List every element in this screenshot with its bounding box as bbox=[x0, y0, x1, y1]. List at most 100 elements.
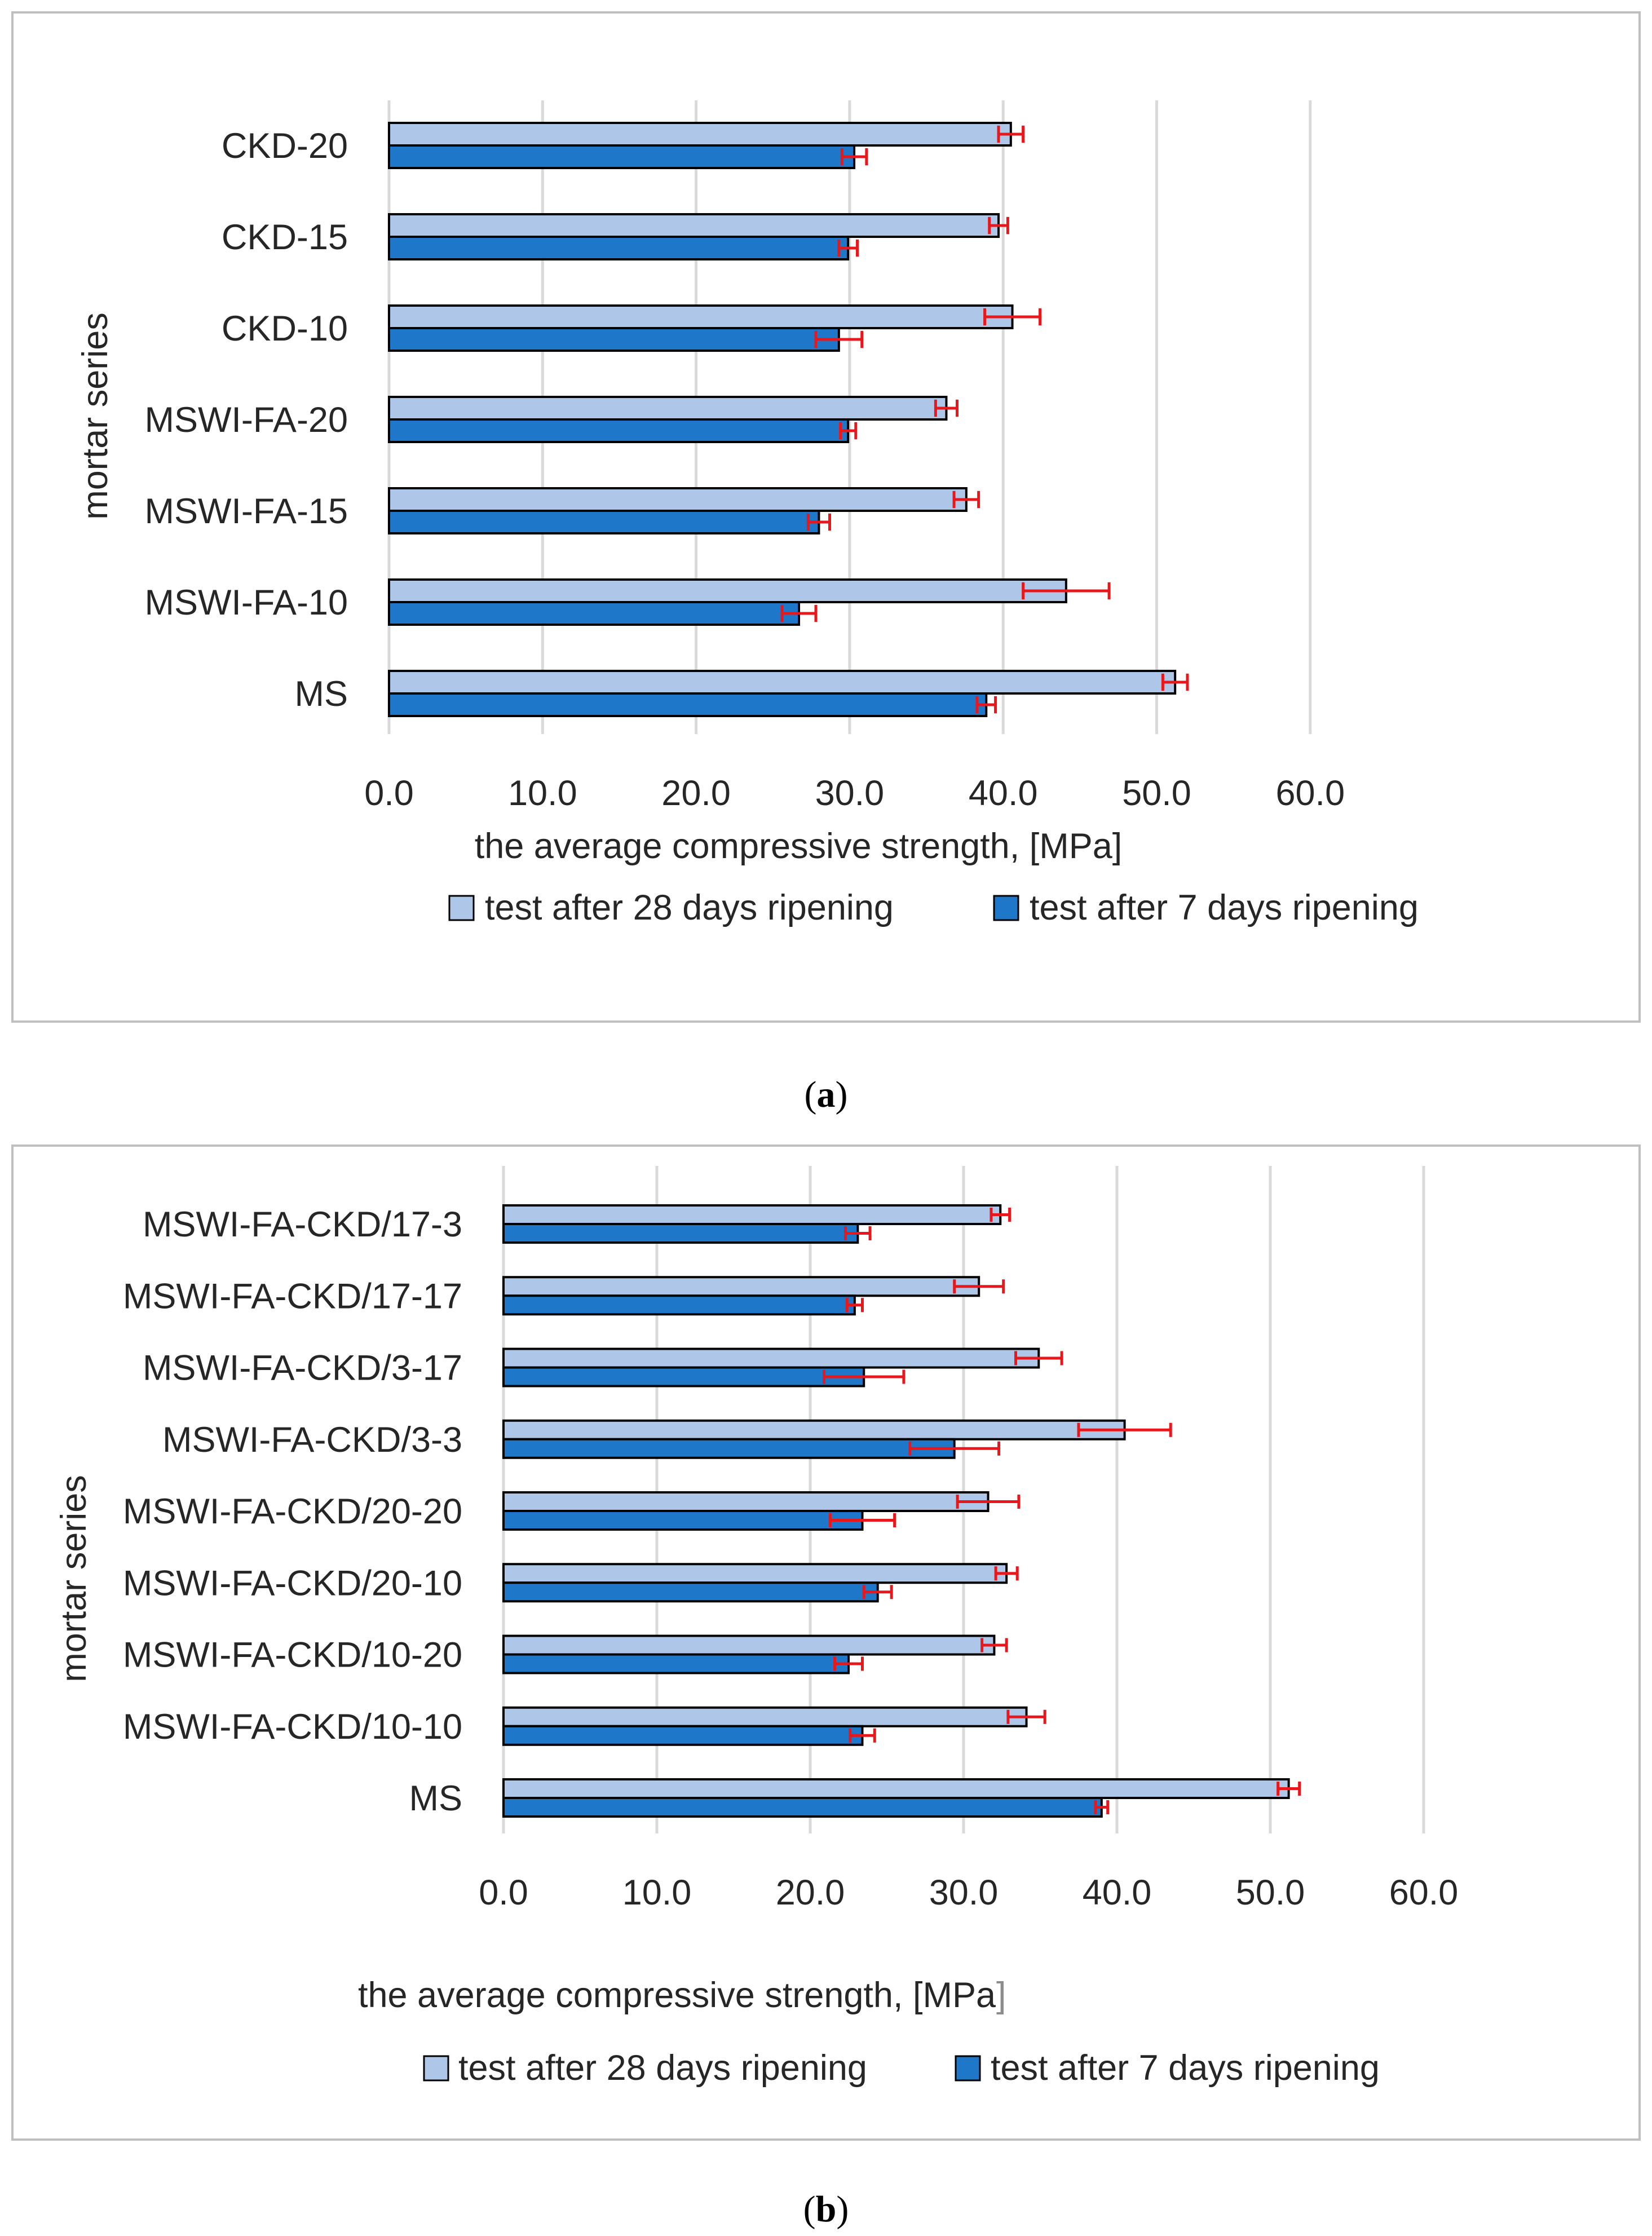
chart-b-error-bar-7-days bbox=[1094, 1800, 1110, 1815]
chart-b-bar-7-days bbox=[502, 1797, 1103, 1818]
chart-b-error-bar-28-days bbox=[994, 1566, 1019, 1581]
chart-b-error-bar-28-days bbox=[1014, 1351, 1063, 1366]
chart-b-y-axis-title: mortar series bbox=[54, 1475, 94, 1682]
chart-b-error-bar-28-days bbox=[1276, 1781, 1301, 1796]
chart-a-bar-28-days bbox=[388, 304, 1014, 329]
chart-b-x-tick-label: 50.0 bbox=[1236, 1873, 1305, 1912]
chart-a-x-tick-label: 30.0 bbox=[815, 774, 885, 813]
chart-b-x-tick-label: 60.0 bbox=[1389, 1873, 1459, 1912]
chart-b-legend: test after 28 days ripening test after 7… bbox=[423, 2048, 1380, 2088]
chart-b-error-bar-7-days bbox=[845, 1298, 864, 1313]
chart-b-error-bar-7-days bbox=[833, 1656, 864, 1671]
chart-b-bar-28-days bbox=[502, 1347, 1040, 1369]
chart-a-frame bbox=[11, 11, 1641, 1023]
chart-a-error-bar-7-days bbox=[806, 513, 832, 531]
chart-b-bar-28-days bbox=[502, 1634, 996, 1656]
chart-a-error-bar-28-days bbox=[934, 399, 959, 417]
chart-a-error-bar-7-days bbox=[780, 604, 818, 622]
chart-a-category-label: CKD-15 bbox=[222, 218, 348, 257]
chart-b-category-label: MSWI-FA-CKD/17-3 bbox=[143, 1205, 462, 1244]
chart-b-x-tick-label: 10.0 bbox=[622, 1873, 692, 1912]
chart-b-category-label: MSWI-FA-CKD/17-17 bbox=[123, 1276, 462, 1316]
chart-a-bar-7-days bbox=[388, 144, 856, 169]
chart-a-bar-7-days bbox=[388, 327, 840, 352]
chart-b-legend-swatch-28-days bbox=[423, 2055, 449, 2082]
chart-b-error-bar-7-days bbox=[862, 1585, 893, 1599]
chart-a-bar-28-days bbox=[388, 213, 1000, 238]
chart-b-x-tick-label: 20.0 bbox=[776, 1873, 845, 1912]
chart-a-category-label: CKD-10 bbox=[222, 309, 348, 348]
chart-b-error-bar-28-days bbox=[956, 1494, 1021, 1509]
chart-a-x-axis-title: the average compressive strength, [MPa] bbox=[475, 827, 1123, 866]
chart-b-category-label: MS bbox=[409, 1779, 463, 1818]
chart-b-category-label: MSWI-FA-CKD/3-3 bbox=[162, 1420, 462, 1460]
chart-a-legend-swatch-7-days bbox=[993, 895, 1019, 921]
chart-b-bar-28-days bbox=[502, 1204, 1002, 1225]
chart-a-bar-28-days bbox=[388, 122, 1012, 147]
caption-a: (a) bbox=[805, 1074, 848, 1115]
chart-b-category-label: MSWI-FA-CKD/20-10 bbox=[123, 1563, 462, 1603]
chart-b-x-axis-title-bracket: ] bbox=[996, 1976, 1006, 2015]
chart-a-x-tick-label: 60.0 bbox=[1275, 774, 1345, 813]
chart-a-x-tick-label: 50.0 bbox=[1122, 774, 1191, 813]
chart-b-error-bar-7-days bbox=[822, 1369, 905, 1384]
chart-a-error-bar-28-days bbox=[983, 308, 1042, 326]
chart-b-category-label: MSWI-FA-CKD/3-17 bbox=[143, 1349, 462, 1388]
chart-a-bar-28-days bbox=[388, 487, 968, 512]
chart-b-error-bar-28-days bbox=[1006, 1709, 1046, 1724]
chart-a-x-tick-label: 0.0 bbox=[364, 774, 414, 813]
chart-a-y-axis-title: mortar series bbox=[76, 312, 115, 520]
chart-b-x-axis-title: the average compressive strength, [MPa bbox=[358, 1976, 996, 2015]
chart-a-category-label: MSWI-FA-10 bbox=[144, 583, 348, 622]
chart-b-error-bar-7-days bbox=[849, 1728, 876, 1743]
chart-b-bar-7-days bbox=[502, 1725, 864, 1746]
chart-a-error-bar-7-days bbox=[837, 239, 859, 257]
caption-b-open: ( bbox=[803, 2189, 816, 2230]
chart-b-error-bar-28-days bbox=[1077, 1422, 1172, 1437]
chart-b-legend-label-28-days: test after 28 days ripening bbox=[458, 2048, 867, 2088]
chart-a-error-bar-28-days bbox=[1161, 673, 1189, 691]
chart-a-category-label: MSWI-FA-20 bbox=[144, 400, 348, 440]
chart-b-x-tick-label: 0.0 bbox=[479, 1873, 528, 1912]
chart-a-bar-28-days bbox=[388, 578, 1067, 603]
chart-b-bar-7-days bbox=[502, 1223, 859, 1244]
chart-a-bar-28-days bbox=[388, 396, 948, 421]
caption-a-letter: a bbox=[817, 1074, 836, 1115]
chart-a-bar-7-days bbox=[388, 601, 801, 626]
chart-a-x-tick-label: 10.0 bbox=[508, 774, 577, 813]
chart-a-bar-7-days bbox=[388, 418, 850, 443]
chart-a-bar-7-days bbox=[388, 510, 820, 534]
chart-a-error-bar-7-days bbox=[839, 422, 858, 440]
chart-b-error-bar-28-days bbox=[990, 1207, 1011, 1222]
chart-b-x-tick-label: 40.0 bbox=[1083, 1873, 1152, 1912]
chart-b-category-label: MSWI-FA-CKD/20-20 bbox=[123, 1492, 462, 1531]
chart-b-legend-label-7-days: test after 7 days ripening bbox=[991, 2048, 1380, 2088]
chart-b-bar-7-days bbox=[502, 1294, 856, 1316]
chart-a-bar-7-days bbox=[388, 692, 988, 717]
chart-b-bar-7-days bbox=[502, 1581, 879, 1603]
chart-b-bar-7-days bbox=[502, 1653, 850, 1674]
chart-b-error-bar-28-days bbox=[980, 1638, 1008, 1652]
chart-b-bar-7-days bbox=[502, 1510, 864, 1531]
caption-a-open: ( bbox=[805, 1074, 817, 1115]
chart-b-error-bar-28-days bbox=[953, 1279, 1005, 1294]
chart-a-error-bar-28-days bbox=[1022, 582, 1111, 600]
chart-a-legend-label-7-days: test after 7 days ripening bbox=[1030, 888, 1419, 927]
chart-a-category-label: MS bbox=[295, 674, 348, 714]
chart-b-category-label: MSWI-FA-CKD/10-20 bbox=[123, 1636, 462, 1675]
chart-b-bar-7-days bbox=[502, 1366, 865, 1387]
chart-b-bar-28-days bbox=[502, 1276, 980, 1297]
caption-b-letter: b bbox=[816, 2189, 837, 2230]
caption-b-close: ) bbox=[836, 2189, 849, 2230]
chart-a-category-label: MSWI-FA-15 bbox=[144, 492, 348, 531]
chart-b-error-bar-7-days bbox=[908, 1441, 1001, 1456]
chart-b-bar-28-days bbox=[502, 1706, 1028, 1727]
caption-a-close: ) bbox=[836, 1074, 848, 1115]
chart-a-error-bar-7-days bbox=[814, 330, 864, 348]
chart-a-x-tick-label: 20.0 bbox=[661, 774, 731, 813]
chart-a-error-bar-28-days bbox=[952, 490, 980, 509]
chart-b-category-label: MSWI-FA-CKD/10-10 bbox=[123, 1707, 462, 1747]
chart-a-error-bar-7-days bbox=[840, 148, 868, 166]
chart-a-error-bar-28-days bbox=[997, 125, 1025, 143]
